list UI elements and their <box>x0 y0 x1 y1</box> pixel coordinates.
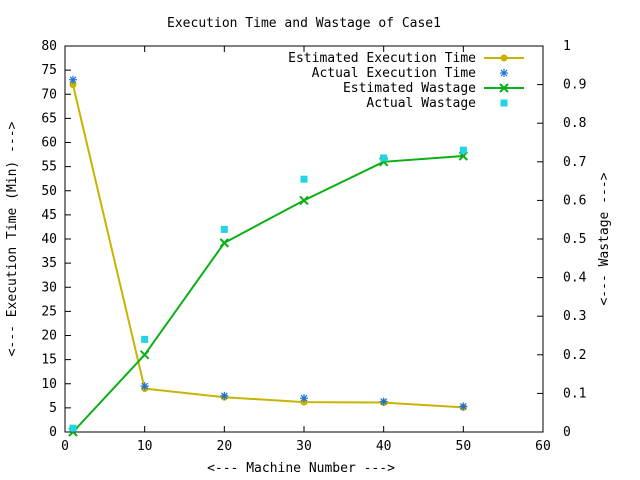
y-tick-label: 75 <box>41 63 57 78</box>
y-tick-label: 20 <box>41 329 57 344</box>
y-tick-label: 10 <box>41 377 57 392</box>
series-2 <box>68 151 469 437</box>
y-tick-label: 30 <box>41 280 57 295</box>
data-point <box>459 146 467 154</box>
x-tick-label: 50 <box>456 439 472 454</box>
y-tick-label: 0 <box>49 425 57 440</box>
y2-tick-label: 0.3 <box>563 309 586 324</box>
data-point <box>69 424 77 432</box>
y2-tick-label: 0.6 <box>563 193 586 208</box>
data-point <box>68 75 77 84</box>
data-point <box>379 397 388 406</box>
series-line <box>71 84 464 409</box>
y-tick-label: 70 <box>41 87 57 102</box>
y-tick-label: 15 <box>41 353 57 368</box>
y2-tick-label: 0.2 <box>563 348 586 363</box>
data-point <box>459 402 468 411</box>
y2-tick-label: 0.9 <box>563 78 586 93</box>
y-axis-label: <--- Execution Time (Min) ---> <box>5 121 20 356</box>
x-tick-label: 60 <box>535 439 551 454</box>
series-layer <box>68 75 469 437</box>
y2-tick-label: 0.5 <box>563 232 586 247</box>
legend-swatch-marker <box>500 69 508 77</box>
y-tick-label: 50 <box>41 184 57 199</box>
y-axis-left: 0 5 10 15 20 25 30 35 40 45 50 55 60 65 70 75 80 <box>41 39 71 440</box>
y-tick-label: 45 <box>41 208 57 223</box>
y-tick-label: 35 <box>41 256 57 271</box>
x-axis-label: <--- Machine Number ---> <box>207 461 395 476</box>
x-tick-label: 0 <box>61 439 69 454</box>
x-axis: 0 10 20 30 40 50 60 <box>61 46 551 454</box>
y-tick-label: 5 <box>49 401 57 416</box>
data-point <box>140 382 149 391</box>
data-point <box>380 154 388 162</box>
y-tick-label: 25 <box>41 304 57 319</box>
data-point <box>300 394 308 403</box>
y2-tick-label: 0.8 <box>563 116 586 131</box>
y-tick-label: 40 <box>41 232 57 247</box>
data-point <box>139 350 150 360</box>
legend-swatch-marker <box>500 99 508 107</box>
y2-tick-label: 0.1 <box>563 386 586 401</box>
chart-title: Execution Time and Wastage of Case1 <box>167 16 441 31</box>
legend-label: Estimated Wastage <box>343 81 476 96</box>
series-3 <box>69 146 467 432</box>
x-tick-label: 40 <box>376 439 392 454</box>
legend-label: Actual Execution Time <box>312 66 477 81</box>
series-0 <box>69 81 467 411</box>
data-point <box>141 335 149 343</box>
legend-label: Actual Wastage <box>366 96 476 111</box>
y2-tick-label: 0.4 <box>563 271 587 286</box>
legend-label: Estimated Execution Time <box>288 51 476 66</box>
series-1 <box>68 75 468 411</box>
legend-swatch-marker <box>499 83 509 93</box>
x-tick-label: 30 <box>296 439 312 454</box>
data-point <box>220 391 229 400</box>
y-tick-label: 80 <box>41 39 57 54</box>
y2-axis-label: <--- Wastage ---> <box>597 172 612 305</box>
legend-swatch-marker <box>500 54 508 62</box>
series-line <box>72 155 464 433</box>
data-point <box>219 238 230 248</box>
x-tick-label: 10 <box>137 439 153 454</box>
y-axis-right: 0 0.1 0.2 0.3 0.4 0.5 0.6 0.7 0.8 0.9 1 <box>537 39 587 440</box>
data-point <box>300 175 308 183</box>
y2-tick-label: 1 <box>563 39 571 54</box>
y-tick-label: 65 <box>41 111 57 126</box>
x-tick-label: 20 <box>217 439 233 454</box>
y-tick-label: 60 <box>41 136 57 151</box>
data-point <box>299 195 309 206</box>
data-point <box>220 225 228 233</box>
y2-tick-label: 0.7 <box>563 155 586 170</box>
y2-tick-label: 0 <box>563 425 571 440</box>
y-tick-label: 55 <box>41 160 57 175</box>
